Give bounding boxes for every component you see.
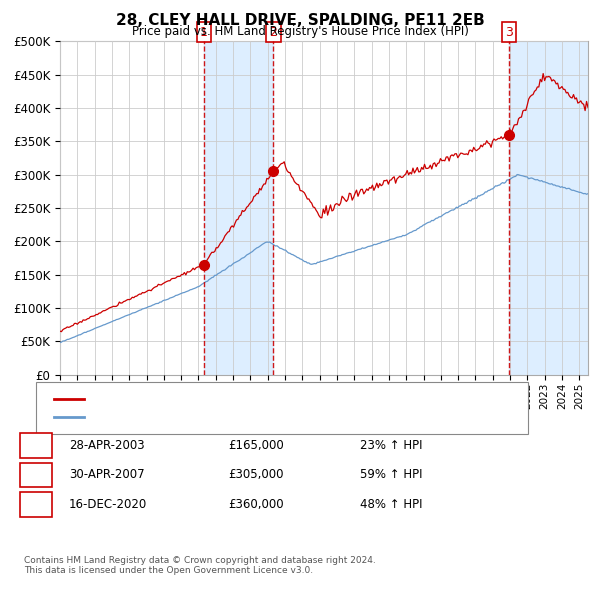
Text: £360,000: £360,000 — [228, 498, 284, 511]
Text: 28, CLEY HALL DRIVE, SPALDING, PE11 2EB: 28, CLEY HALL DRIVE, SPALDING, PE11 2EB — [116, 13, 484, 28]
Text: Price paid vs. HM Land Registry's House Price Index (HPI): Price paid vs. HM Land Registry's House … — [131, 25, 469, 38]
Bar — [509, 41, 588, 375]
Text: £305,000: £305,000 — [228, 468, 284, 481]
Text: 28, CLEY HALL DRIVE, SPALDING, PE11 2EB (detached house): 28, CLEY HALL DRIVE, SPALDING, PE11 2EB … — [93, 394, 413, 404]
Text: 23% ↑ HPI: 23% ↑ HPI — [360, 439, 422, 452]
Text: 2: 2 — [32, 468, 40, 481]
Text: HPI: Average price, detached house, South Holland: HPI: Average price, detached house, Sout… — [93, 411, 359, 421]
Text: Contains HM Land Registry data © Crown copyright and database right 2024.
This d: Contains HM Land Registry data © Crown c… — [24, 556, 376, 575]
Bar — [204, 41, 274, 375]
Text: 2: 2 — [269, 25, 277, 38]
Text: 48% ↑ HPI: 48% ↑ HPI — [360, 498, 422, 511]
Text: 28-APR-2003: 28-APR-2003 — [69, 439, 145, 452]
Text: 1: 1 — [32, 439, 40, 452]
Text: 3: 3 — [32, 498, 40, 511]
Text: 30-APR-2007: 30-APR-2007 — [69, 468, 145, 481]
Text: 59% ↑ HPI: 59% ↑ HPI — [360, 468, 422, 481]
Text: 16-DEC-2020: 16-DEC-2020 — [69, 498, 147, 511]
Text: 3: 3 — [505, 25, 514, 38]
Text: 1: 1 — [200, 25, 208, 38]
Text: £165,000: £165,000 — [228, 439, 284, 452]
